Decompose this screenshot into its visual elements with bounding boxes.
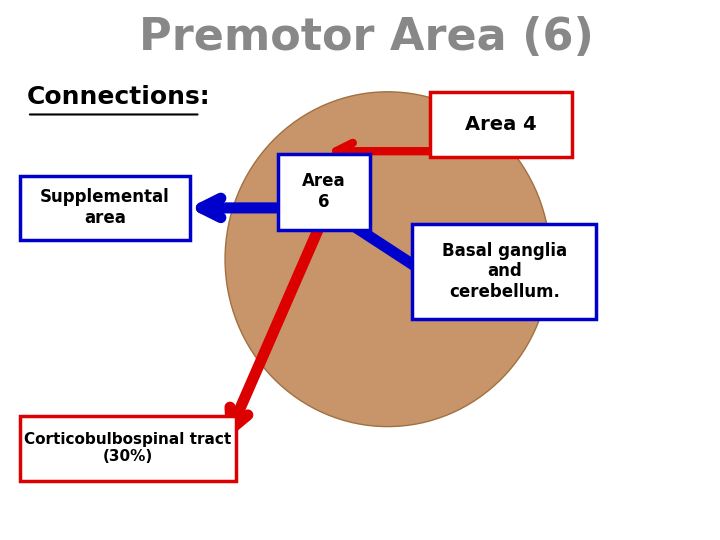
FancyBboxPatch shape <box>413 224 596 319</box>
Text: Premotor Area (6): Premotor Area (6) <box>139 16 594 59</box>
Ellipse shape <box>225 92 550 427</box>
Text: Area
6: Area 6 <box>302 172 346 211</box>
Text: Corticobulbospinal tract
(30%): Corticobulbospinal tract (30%) <box>24 432 231 464</box>
Text: Area 4: Area 4 <box>465 114 536 134</box>
Text: Supplemental
area: Supplemental area <box>40 188 170 227</box>
FancyBboxPatch shape <box>430 92 572 157</box>
FancyBboxPatch shape <box>20 176 189 240</box>
Text: Connections:: Connections: <box>27 85 211 109</box>
FancyBboxPatch shape <box>278 154 370 230</box>
FancyBboxPatch shape <box>20 416 235 481</box>
Text: Basal ganglia
and
cerebellum.: Basal ganglia and cerebellum. <box>442 241 567 301</box>
